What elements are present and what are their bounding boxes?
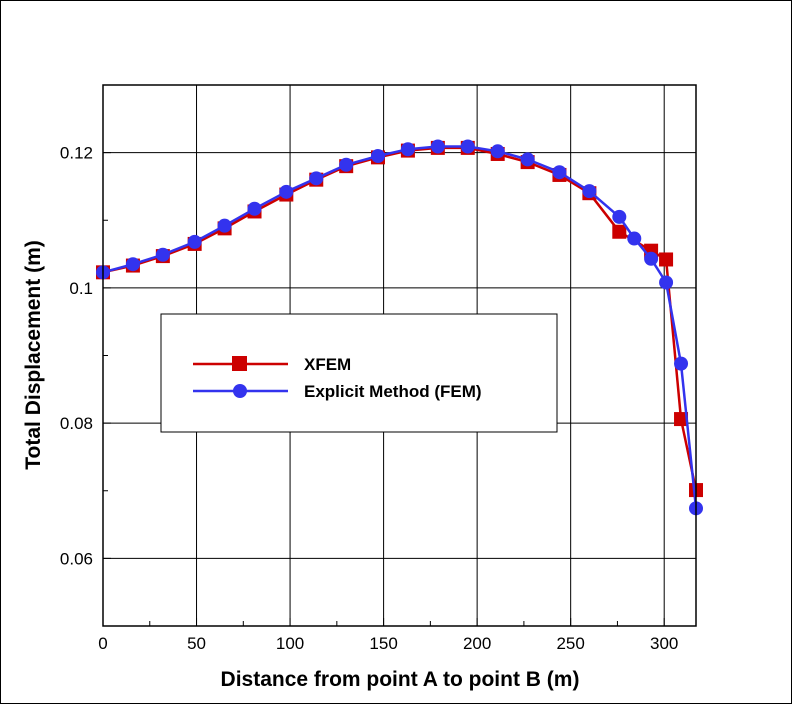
data-point-fem	[460, 139, 475, 154]
legend-box	[160, 313, 558, 433]
data-point-fem	[400, 142, 415, 157]
data-point-fem	[490, 144, 505, 159]
data-point-fem	[552, 165, 567, 180]
data-point-fem	[125, 257, 140, 272]
data-point-fem	[279, 184, 294, 199]
legend: XFEM Explicit Method (FEM)	[160, 313, 558, 433]
legend-label-fem: Explicit Method (FEM)	[304, 382, 482, 401]
data-point-fem	[627, 231, 642, 246]
data-point-fem	[674, 356, 689, 371]
data-point-fem	[370, 149, 385, 164]
legend-marker-fem	[233, 384, 247, 398]
data-point-fem	[520, 152, 535, 167]
x-tick-label: 150	[369, 634, 397, 653]
x-axis-title: Distance from point A to point B (m)	[221, 668, 580, 691]
y-tick-label: 0.08	[60, 414, 93, 433]
data-point-fem	[247, 201, 262, 216]
x-tick-label: 50	[187, 634, 206, 653]
data-point-fem	[612, 209, 627, 224]
data-point-fem	[187, 234, 202, 249]
x-tick-label: 100	[276, 634, 304, 653]
data-point-fem	[339, 157, 354, 172]
data-point-fem	[644, 251, 659, 266]
data-point-fem	[217, 218, 232, 233]
x-tick-label: 300	[650, 634, 678, 653]
data-point-fem	[155, 247, 170, 262]
ticks: 0 50 100 150 200 250 300 0.06 0.08 0.1 0.12	[60, 144, 678, 653]
x-tick-label: 0	[98, 634, 107, 653]
x-tick-label: 250	[556, 634, 584, 653]
y-axis-title: Total Displacement (m)	[22, 240, 45, 469]
series-layer	[96, 139, 703, 516]
data-point-fem	[659, 275, 674, 290]
data-point-xfem	[612, 224, 627, 239]
data-point-fem	[430, 139, 445, 154]
data-point-fem	[582, 184, 597, 199]
y-tick-label: 0.12	[60, 144, 93, 163]
legend-marker-xfem	[232, 356, 247, 371]
legend-label-xfem: XFEM	[304, 355, 351, 374]
data-point-xfem	[659, 252, 674, 267]
y-tick-label: 0.1	[69, 279, 93, 298]
data-point-xfem	[674, 412, 689, 427]
x-tick-label: 200	[463, 634, 491, 653]
y-tick-label: 0.06	[60, 549, 93, 568]
data-point-fem	[309, 171, 324, 186]
